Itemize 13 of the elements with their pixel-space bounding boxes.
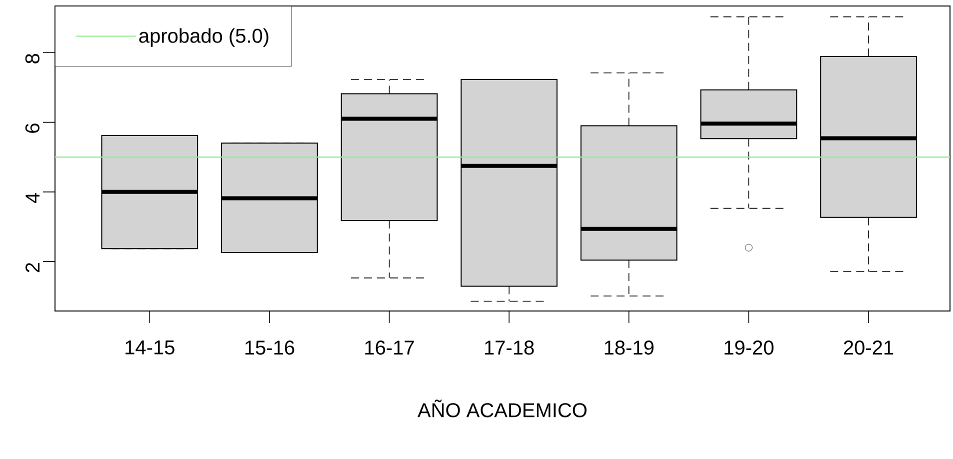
x-tick-label: 17-18 [485,340,534,355]
x-tick-label: 20-21 [844,340,894,355]
x-tick-label: 16-17 [365,340,414,355]
legend-label: aprobado (5.0) [139,28,268,47]
y-tick-label: 6 [25,124,40,133]
x-tick-label: 15-16 [245,340,294,355]
x-tick-label: 18-19 [604,340,654,355]
x-tick-label: 14-15 [126,340,174,354]
y-tick-label: 4 [26,192,40,204]
y-tick-label: 2 [26,263,40,272]
x-axis-title: AÑO ACADEMICO [418,400,587,418]
x-tick-label: 19-20 [724,340,774,355]
y-tick-label: 8 [25,54,40,64]
